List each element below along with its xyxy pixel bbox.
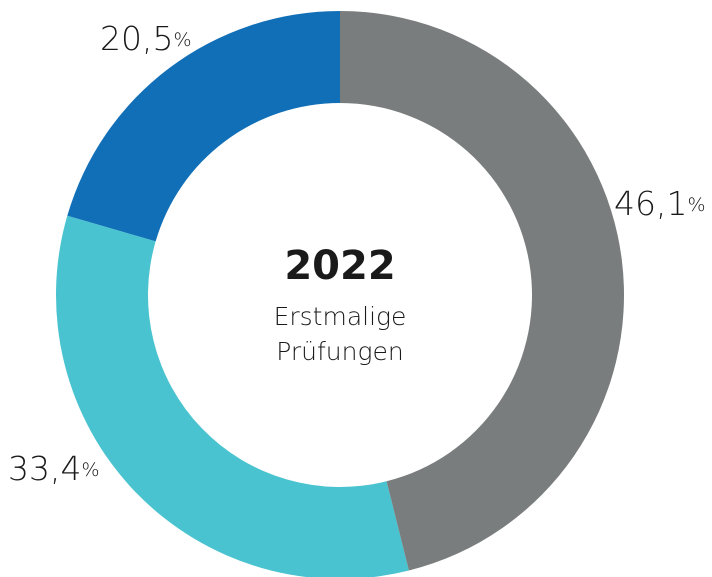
value-label: 46,1% [614, 184, 706, 223]
donut-segment [56, 215, 409, 577]
donut-segment [340, 11, 624, 571]
center-subtitle: Erstmalige [274, 302, 407, 331]
value-label: 33,4% [8, 449, 100, 488]
donut-segment [67, 11, 340, 242]
center-title: 2022 [284, 243, 395, 289]
value-label: 20,5% [100, 19, 192, 58]
center-subtitle: Prüfungen [276, 337, 403, 366]
